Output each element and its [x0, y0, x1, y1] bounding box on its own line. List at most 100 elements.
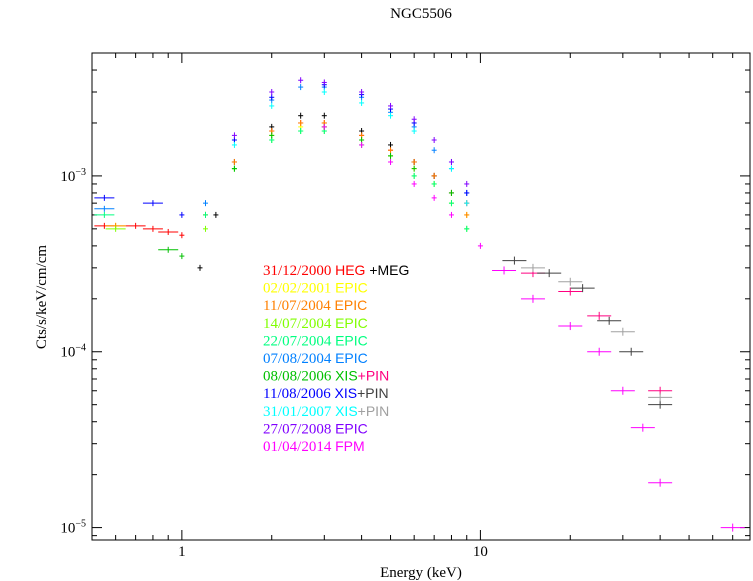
legend-instrument: +PIN	[357, 385, 389, 401]
data-point	[464, 200, 470, 207]
data-point	[431, 194, 437, 201]
data-point	[587, 347, 612, 356]
y-tick-label: 10−3	[60, 167, 86, 185]
data-point	[464, 225, 470, 232]
data-point	[203, 211, 209, 218]
data-point	[648, 393, 673, 402]
data-point	[179, 211, 185, 218]
y-tick-label: 10−5	[60, 519, 86, 537]
legend-instrument: XIS	[335, 385, 358, 401]
data-points	[94, 77, 745, 532]
data-point	[269, 132, 275, 139]
legend-instrument: EPIC	[335, 350, 368, 366]
data-point	[94, 211, 115, 218]
data-point	[477, 242, 483, 249]
data-point	[213, 211, 219, 218]
y-tick-label: 10−4	[60, 343, 86, 361]
data-point	[411, 116, 417, 123]
data-point	[359, 89, 365, 96]
legend-instrument: +PIN	[358, 403, 390, 419]
legend-instrument: FPM	[335, 438, 365, 454]
legend-instrument: XIS	[335, 403, 358, 419]
data-point	[448, 189, 454, 196]
data-point	[321, 89, 327, 96]
legend-date: 31/01/2007	[263, 404, 335, 420]
data-point	[388, 147, 394, 154]
legend-date: 01/04/2014	[263, 439, 335, 455]
data-point	[448, 200, 454, 207]
data-point	[431, 180, 437, 187]
data-point	[610, 327, 635, 336]
data-point	[411, 172, 417, 179]
data-point	[231, 158, 237, 165]
legend-entry: 02/02/2001 EPIC	[263, 280, 368, 297]
data-point	[597, 316, 622, 325]
data-point	[203, 200, 209, 207]
data-point	[231, 141, 237, 148]
data-point	[142, 225, 163, 232]
legend-instrument: EPIC	[335, 280, 368, 296]
data-point	[431, 172, 437, 179]
legend-entry: 27/07/2008 EPIC	[263, 420, 368, 437]
data-point	[431, 147, 437, 154]
legend-instrument: EPIC	[335, 315, 368, 331]
legend-date: 02/02/2001	[263, 281, 335, 297]
legend-entry: 22/07/2004 EPIC	[263, 332, 368, 349]
data-point	[558, 322, 583, 331]
data-point	[298, 84, 304, 91]
data-point	[610, 386, 635, 395]
legend-entry: 01/04/2014 FPM	[263, 438, 365, 455]
data-point	[411, 128, 417, 135]
data-point	[448, 158, 454, 165]
legend-entry: 31/12/2000 HEG +MEG	[263, 262, 409, 279]
data-point	[388, 141, 394, 148]
data-point	[520, 263, 545, 272]
data-point	[321, 79, 327, 86]
legend-instrument: EPIC	[335, 420, 368, 436]
data-point	[179, 232, 185, 239]
legend-date: 22/07/2004	[263, 333, 335, 349]
legend-date: 31/12/2000	[263, 263, 335, 279]
legend-instrument: +PIN	[358, 368, 390, 384]
data-point	[502, 256, 527, 265]
data-point	[269, 94, 275, 101]
data-point	[587, 311, 612, 320]
data-point	[411, 180, 417, 187]
data-point	[619, 347, 644, 356]
legend-instrument: HEG	[335, 262, 365, 278]
legend-entry: 11/07/2004 EPIC	[263, 297, 367, 314]
data-point	[520, 294, 545, 303]
data-point	[464, 180, 470, 187]
data-point	[298, 112, 304, 119]
legend-entry: 11/08/2006 XIS+PIN	[263, 385, 389, 402]
legend-entry: 07/08/2004 EPIC	[263, 350, 368, 367]
data-point	[464, 211, 470, 218]
data-point	[388, 152, 394, 159]
legend-date: 27/07/2008	[263, 421, 335, 437]
chart-title: NGC5506	[390, 6, 452, 22]
data-point	[203, 225, 209, 232]
data-point	[448, 211, 454, 218]
x-axis-label: Energy (keV)	[380, 565, 462, 581]
legend-date: 11/08/2006	[263, 386, 335, 402]
data-point	[448, 165, 454, 172]
data-point	[197, 264, 203, 271]
data-point	[388, 158, 394, 165]
data-point	[158, 246, 179, 253]
legend-entry: 14/07/2004 EPIC	[263, 315, 368, 332]
y-axis-label: Cts/s/keV/cm/cm	[34, 245, 50, 349]
legend-instrument: EPIC	[335, 332, 368, 348]
data-point	[158, 228, 179, 235]
x-tick-label: 10	[473, 544, 488, 560]
data-point	[558, 287, 583, 296]
data-point	[298, 119, 304, 126]
axis-ticks: 1 10 10−5 10−4 10−3	[60, 52, 751, 560]
data-point	[648, 478, 673, 487]
data-point	[142, 200, 163, 207]
legend-date: 14/07/2004	[263, 316, 335, 332]
data-point	[359, 99, 365, 106]
data-point	[298, 128, 304, 135]
legend-date: 07/08/2004	[263, 351, 335, 367]
